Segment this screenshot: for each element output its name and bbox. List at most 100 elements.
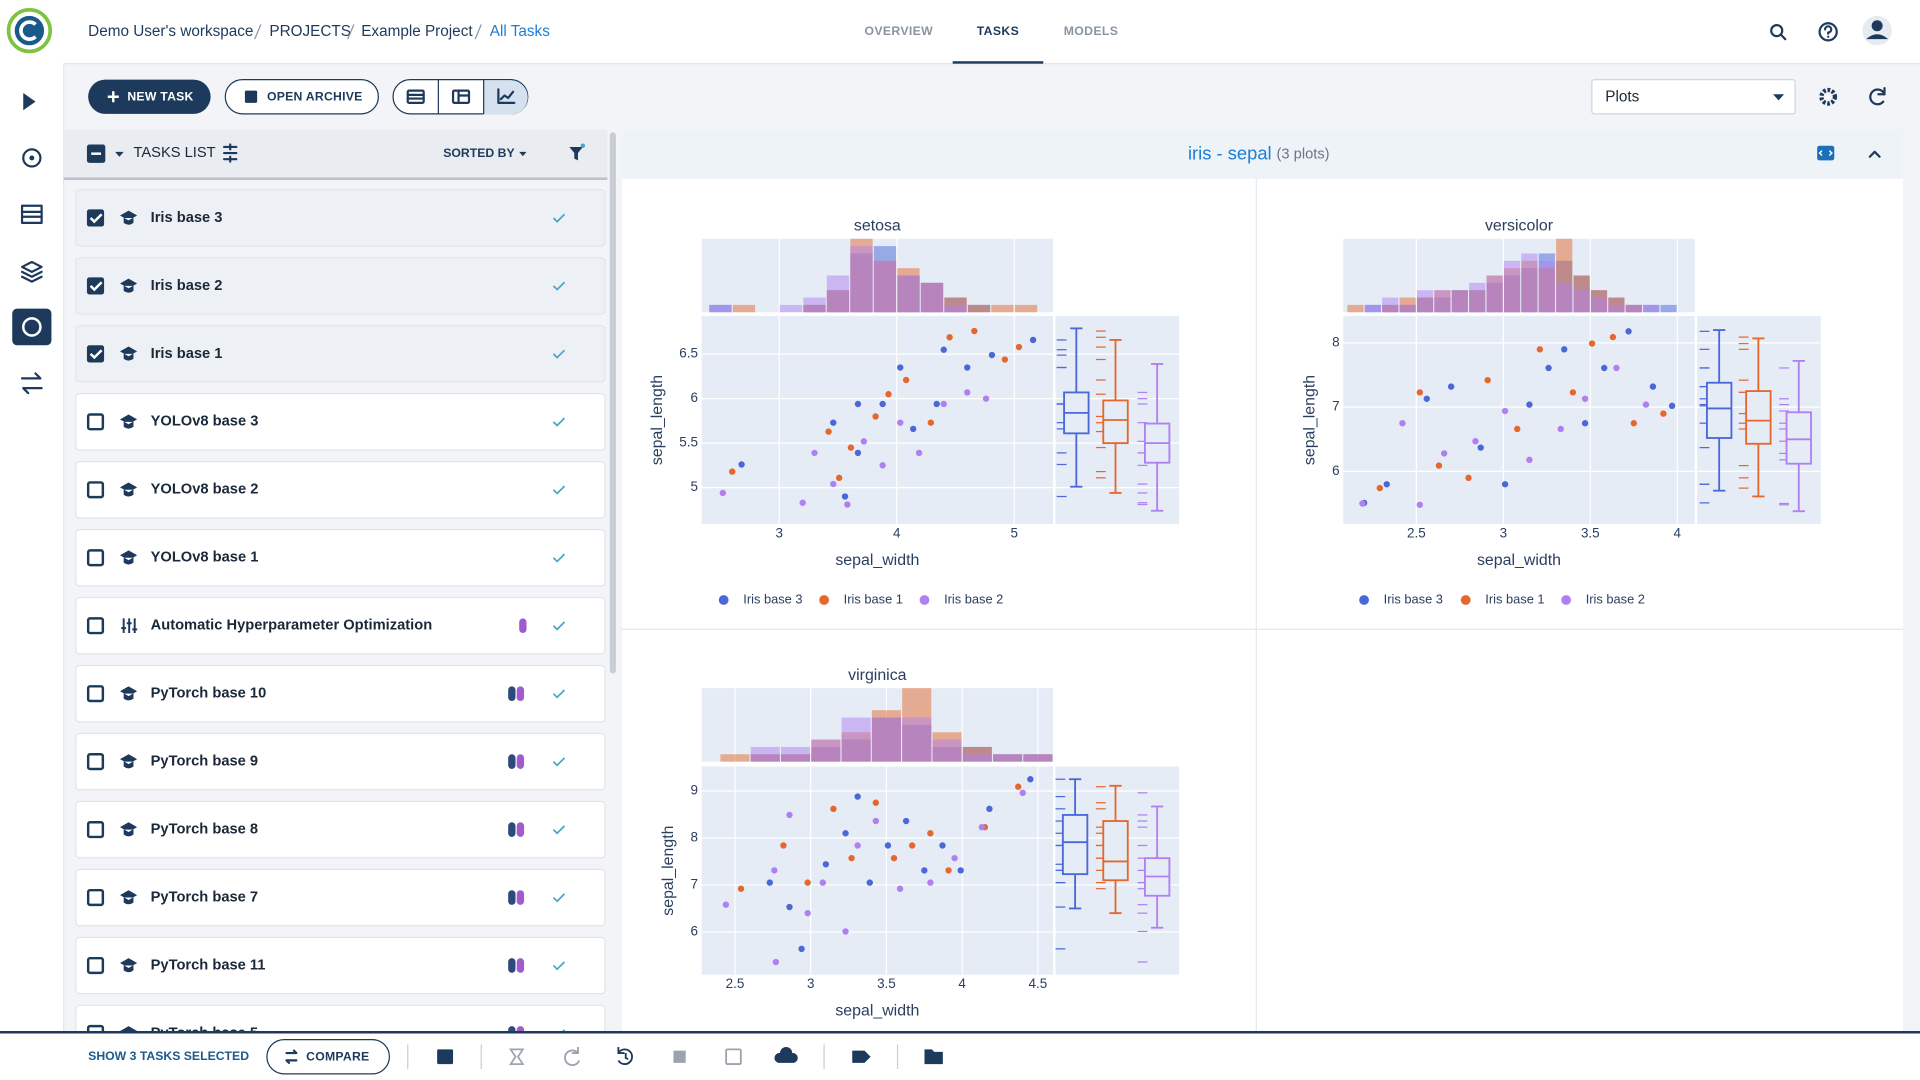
select-all-checkbox[interactable]: [86, 144, 106, 163]
data-point: [902, 817, 910, 825]
legend-marker[interactable]: [718, 595, 729, 605]
task-checkbox[interactable]: [86, 549, 105, 567]
task-row[interactable]: Iris base 1: [75, 325, 606, 383]
tab[interactable]: TASKS: [977, 24, 1019, 38]
plots-view-button[interactable]: [497, 88, 516, 104]
task-row[interactable]: YOLOv8 base 2: [75, 461, 606, 519]
task-checkbox[interactable]: [86, 345, 105, 363]
task-row[interactable]: PyTorch base 8: [75, 800, 606, 859]
legend-marker[interactable]: [1460, 595, 1471, 605]
publish-action[interactable]: [725, 1048, 742, 1065]
select-menu-caret[interactable]: [115, 151, 124, 157]
collapse-button[interactable]: [1868, 150, 1881, 158]
data-point: [927, 830, 934, 837]
task-row[interactable]: YOLOv8 base 3: [75, 393, 606, 451]
sort-label[interactable]: SORTED BY: [443, 146, 514, 160]
task-checkbox[interactable]: [86, 209, 105, 227]
legend-label[interactable]: Iris base 3: [743, 591, 802, 606]
new-task-button[interactable]: NEW TASK: [88, 79, 211, 114]
legend-marker[interactable]: [919, 595, 930, 605]
tag-action[interactable]: [852, 1050, 871, 1063]
legend-label[interactable]: Iris base 1: [844, 591, 903, 606]
task-type-icon: [120, 890, 138, 905]
legend-label[interactable]: Iris base 2: [1586, 591, 1645, 606]
task-checkbox[interactable]: [86, 413, 105, 431]
breadcrumb[interactable]: Demo User's workspace: [88, 23, 253, 40]
nav-active-bg[interactable]: [12, 308, 52, 346]
upload-action[interactable]: [774, 1046, 798, 1063]
task-checkbox[interactable]: [86, 1024, 105, 1041]
task-checkbox[interactable]: [86, 821, 105, 839]
compare-button[interactable]: COMPARE: [266, 1038, 390, 1075]
embed-button[interactable]: [1817, 145, 1835, 161]
plots-select[interactable]: Plots: [1591, 78, 1796, 115]
data-point: [854, 449, 862, 457]
task-checkbox[interactable]: [86, 685, 105, 703]
task-row[interactable]: PyTorch base 11: [75, 936, 606, 995]
task-checkbox[interactable]: [86, 481, 105, 499]
legend-marker[interactable]: [1561, 595, 1572, 605]
user-menu[interactable]: [1862, 15, 1892, 46]
legend-label[interactable]: Iris base 3: [1384, 591, 1443, 606]
search-button[interactable]: [1770, 24, 1787, 41]
nav-datasets[interactable]: [22, 148, 42, 168]
table-view-button[interactable]: [406, 89, 425, 104]
completed-icon: [552, 893, 566, 903]
x-tick-label: 3: [1500, 525, 1507, 540]
task-checkbox[interactable]: [86, 617, 105, 635]
data-point: [771, 867, 778, 874]
task-row[interactable]: Iris base 2: [75, 257, 606, 315]
task-row[interactable]: YOLOv8 base 1: [75, 528, 606, 587]
task-row[interactable]: Automatic Hyperparameter Optimization: [75, 596, 606, 655]
data-point: [1545, 364, 1552, 372]
legend-marker[interactable]: [819, 595, 829, 605]
status-pill: [508, 958, 516, 973]
nav-workers[interactable]: [20, 372, 43, 395]
open-archive-button[interactable]: OPEN ARCHIVE: [224, 78, 379, 115]
tab[interactable]: OVERVIEW: [864, 24, 933, 38]
tab[interactable]: MODELS: [1064, 24, 1119, 38]
abort-action[interactable]: [673, 1050, 686, 1063]
nav-layers[interactable]: [20, 260, 43, 283]
breadcrumb[interactable]: Example Project: [361, 23, 473, 40]
logo[interactable]: [6, 7, 53, 54]
move-action[interactable]: [924, 1049, 943, 1065]
task-row[interactable]: PyTorch base 5: [75, 1004, 606, 1061]
task-checkbox[interactable]: [86, 277, 105, 295]
nav-reports[interactable]: [20, 204, 43, 224]
task-row[interactable]: PyTorch base 9: [75, 732, 606, 791]
histogram-bar: [750, 746, 780, 762]
help-icon: [1818, 22, 1838, 42]
selection-toggle[interactable]: SHOW 3 TASKS SELECTED: [88, 1049, 249, 1063]
filter-button[interactable]: [569, 146, 583, 161]
columns-icon[interactable]: [222, 143, 238, 163]
legend-label[interactable]: Iris base 2: [944, 591, 1003, 606]
legend-label[interactable]: Iris base 1: [1485, 591, 1544, 606]
task-row[interactable]: PyTorch base 10: [75, 664, 606, 723]
task-checkbox[interactable]: [86, 956, 105, 975]
breadcrumb[interactable]: PROJECTS: [269, 23, 351, 40]
reset-action[interactable]: [564, 1046, 581, 1067]
task-row[interactable]: Iris base 3: [75, 189, 606, 247]
refresh-button[interactable]: [1869, 87, 1886, 106]
sort-caret[interactable]: [519, 151, 527, 157]
x-tick-label: 3: [775, 525, 782, 540]
scrollbar[interactable]: [609, 132, 616, 674]
help-button[interactable]: [1818, 22, 1838, 42]
task-checkbox[interactable]: [86, 753, 105, 771]
y-axis-label: sepal_length: [649, 375, 666, 465]
archive-action[interactable]: [437, 1049, 454, 1065]
nav-pipelines[interactable]: [23, 93, 36, 111]
data-point: [951, 854, 958, 862]
enqueue-action[interactable]: [509, 1048, 525, 1065]
settings-button[interactable]: [1819, 87, 1838, 106]
plots-group-title: iris - sepal (3 plots): [1188, 142, 1330, 163]
box: [1785, 411, 1812, 465]
task-checkbox[interactable]: [86, 888, 105, 907]
legend-marker[interactable]: [1359, 595, 1369, 605]
restore-action[interactable]: [617, 1046, 633, 1065]
details-view-button[interactable]: [451, 89, 471, 104]
task-row[interactable]: PyTorch base 7: [75, 868, 606, 927]
breadcrumb-current[interactable]: All Tasks: [490, 23, 550, 40]
task-card: [75, 257, 606, 315]
